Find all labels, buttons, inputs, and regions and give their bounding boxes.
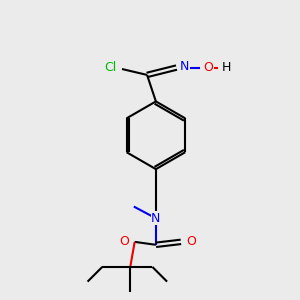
Text: Cl: Cl [104,61,117,74]
Text: N: N [151,212,160,225]
Text: O: O [204,61,214,74]
Text: N: N [180,61,189,74]
Text: O: O [186,236,196,248]
Text: H: H [221,61,231,74]
Text: O: O [119,236,129,248]
